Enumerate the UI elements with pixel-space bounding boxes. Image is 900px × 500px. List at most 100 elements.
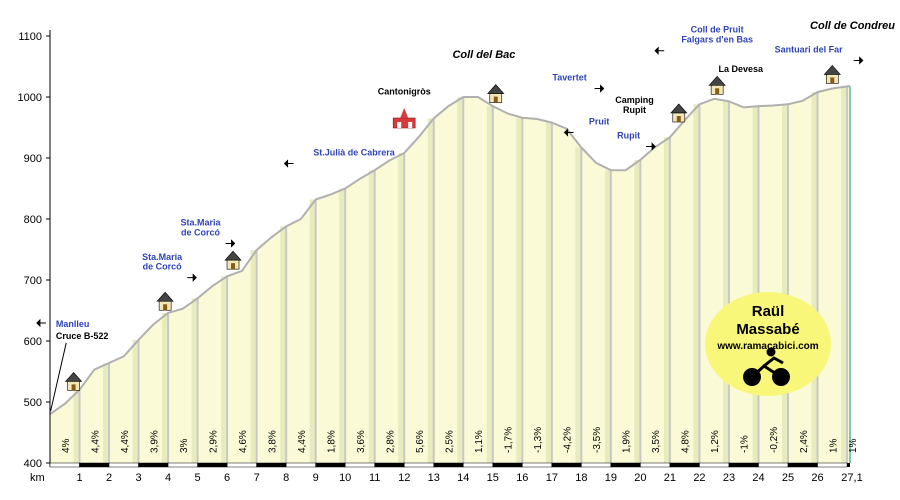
gradient-label: 2,8% — [385, 430, 396, 453]
x-tick-label: 8 — [283, 472, 289, 484]
house-icon — [823, 65, 841, 84]
gradient-label: 4,4% — [90, 430, 101, 453]
direction-arrow-icon — [853, 56, 864, 65]
km-shade — [634, 159, 641, 463]
gradient-label: -1,7% — [504, 427, 515, 453]
y-tick-label: 900 — [24, 153, 42, 165]
y-tick-label: 1000 — [18, 92, 42, 104]
km-strip-segment — [197, 462, 228, 468]
gradient-label: 1,2% — [710, 430, 721, 453]
x-tick-label: 11 — [369, 472, 380, 484]
cyclist-icon — [743, 347, 790, 386]
x-tick-label: 6 — [224, 472, 230, 484]
place-label: Cruce B-522 — [56, 331, 109, 341]
gradient-label: 1,1% — [474, 430, 485, 453]
x-tick-label: 5 — [195, 472, 201, 484]
profile-line — [49, 85, 851, 416]
direction-arrow-icon — [283, 159, 294, 168]
km-shade — [339, 188, 346, 463]
km-shade — [516, 117, 523, 464]
gradient-label: 3,9% — [149, 430, 160, 453]
house-icon — [156, 291, 174, 311]
church-tower — [400, 108, 409, 118]
x-tick-label: 1 — [76, 472, 82, 484]
km-shade — [604, 170, 611, 463]
leader-line — [50, 342, 67, 412]
km-strip-segment — [669, 462, 700, 468]
km-shade — [398, 153, 405, 463]
km-strip-segment — [728, 462, 759, 468]
km-shade — [545, 122, 552, 464]
km-strip-segment — [758, 462, 789, 468]
house-door — [231, 263, 236, 270]
km-shade — [191, 298, 198, 463]
y-tick-label: 800 — [24, 214, 42, 226]
house-roof — [64, 371, 83, 382]
house-roof — [708, 75, 726, 86]
house-roof — [670, 103, 688, 114]
house-icon — [487, 84, 505, 103]
direction-arrow-icon — [36, 318, 46, 328]
km-shade — [811, 92, 818, 464]
gradient-label: 4% — [61, 438, 72, 453]
x-tick-label: km — [30, 472, 45, 484]
y-tick-label: 600 — [24, 336, 42, 348]
place-label: Coll de Pruit — [691, 24, 744, 34]
place-label: Sta.Maria — [142, 252, 183, 262]
km-strip-segment — [522, 462, 553, 468]
badge-ellipse — [705, 292, 831, 396]
gradient-label: 1,8% — [326, 430, 337, 453]
place-label: Camping — [615, 95, 654, 105]
x-tick-label: 23 — [723, 472, 735, 484]
church-icon — [392, 108, 416, 129]
profile-line-layer — [49, 85, 851, 416]
km-strip-segment — [403, 462, 435, 468]
km-shade — [575, 147, 582, 463]
x-tick-label: 22 — [693, 472, 705, 484]
km-shade — [841, 86, 848, 463]
place-label: de Corcó — [181, 227, 221, 237]
house-icon — [64, 371, 83, 391]
house-door — [71, 384, 76, 391]
house-roof — [224, 250, 242, 261]
km-shade — [103, 362, 110, 463]
km-shade — [132, 339, 139, 463]
house-icon — [708, 75, 726, 95]
km-strip-segment — [79, 462, 110, 468]
house-door — [830, 77, 835, 84]
chart-title: Coll de Condreu — [810, 20, 895, 32]
x-tick-label: 17 — [546, 472, 558, 484]
km-shade — [73, 389, 80, 463]
gradient-label: -4,2% — [563, 427, 574, 453]
km-shade — [782, 104, 789, 463]
x-tick-label: 4 — [165, 472, 171, 484]
place-label: Coll del Bac — [452, 49, 515, 61]
place-label: Rupit — [617, 130, 640, 140]
gradient-label: 2,5% — [445, 430, 456, 453]
x-tick-label: 19 — [605, 472, 617, 484]
km-strip-segment — [787, 462, 818, 468]
house-door — [676, 116, 681, 123]
gradient-label: 2,4% — [799, 430, 810, 453]
x-tick-label: 10 — [339, 472, 351, 484]
x-tick-label: 18 — [575, 472, 587, 484]
icon-layer — [64, 65, 841, 391]
author-last-name: Massabé — [736, 321, 799, 338]
gradient-labels: 4% 4,4% 4,4% 3,9% 3% 2,9% 4,6% 3,8% 4,4% 1,8% 3,6%… — [61, 427, 859, 453]
km-strip-segment — [610, 462, 641, 468]
km-strip-segment — [138, 462, 169, 468]
x-tick-label: 25 — [782, 472, 794, 484]
gradient-label: 4,8% — [681, 430, 692, 453]
x-tick-label: 12 — [398, 472, 410, 484]
x-tick-label: 21 — [664, 472, 676, 484]
x-tick-label: 3 — [135, 472, 141, 484]
direction-arrow-icon — [563, 128, 574, 137]
y-tick-label: 400 — [24, 458, 42, 470]
direction-arrow-icon — [225, 239, 236, 248]
km-strip-segment — [492, 462, 523, 468]
place-label: Cantonigròs — [378, 87, 431, 97]
km-strip-segment — [226, 462, 257, 468]
